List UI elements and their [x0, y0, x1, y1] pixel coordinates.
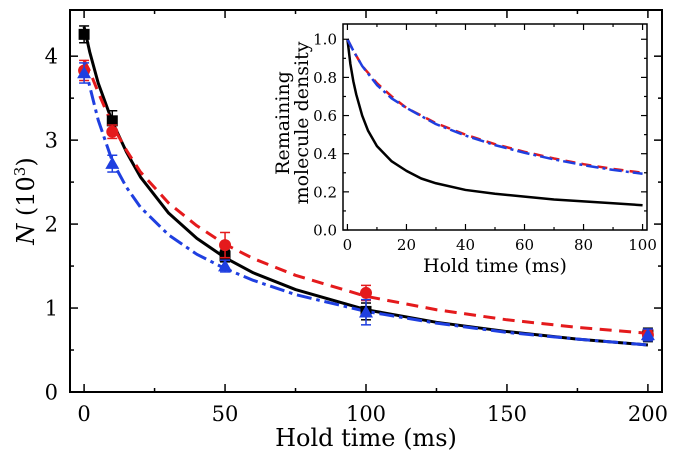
y-tick-label: 0.8 — [313, 69, 337, 87]
x-tick-label: 200 — [628, 402, 668, 426]
inset-x-axis-label: Hold time (ms) — [423, 255, 567, 277]
data-point — [78, 28, 90, 40]
inset-curve-0 — [346, 39, 643, 207]
data-point — [218, 259, 233, 272]
x-tick-label: 0 — [343, 236, 353, 254]
inset-curve-2 — [346, 38, 643, 175]
y-axis-label: N (103) — [11, 157, 40, 245]
x-tick-label: 80 — [574, 236, 593, 254]
x-tick-label: 20 — [397, 236, 416, 254]
y-tick-label: 0 — [45, 381, 58, 405]
y-axis-label-close: ) — [12, 157, 40, 166]
x-axis-label: Hold time (ms) — [275, 424, 457, 452]
inset-y-axis-label-line1: Remaining — [272, 71, 294, 175]
y-tick-label: 0.0 — [313, 221, 337, 239]
inset-background — [343, 24, 647, 230]
x-tick-label: 40 — [456, 236, 475, 254]
data-point — [640, 327, 655, 341]
data-point — [105, 156, 120, 169]
x-tick-label: 50 — [212, 402, 239, 426]
x-tick-label: 100 — [346, 402, 386, 426]
fit-curve-1 — [82, 59, 649, 335]
data-point — [106, 115, 118, 127]
x-tick-label: 150 — [487, 402, 527, 426]
y-tick-label: 1.0 — [313, 31, 337, 49]
data-point — [77, 65, 92, 79]
y-tick-label: 3 — [45, 129, 58, 153]
inset-plot: 0 20 40 60 80 100 0.0 0.2 0.4 0.6 0.8 1.0 Hold time … — [272, 23, 657, 277]
inset-y-axis-label-line2: molecule density — [291, 41, 313, 204]
data-point — [219, 239, 232, 252]
fit-curve-2 — [82, 62, 649, 347]
x-tick-label: 60 — [515, 236, 534, 254]
data-series-2 — [77, 62, 655, 342]
x-tick-label: 100 — [628, 236, 657, 254]
y-tick-label: 0.2 — [313, 183, 337, 201]
y-axis-label-exponent: 3 — [11, 167, 29, 177]
data-point — [359, 305, 373, 318]
y-tick-label: 4 — [45, 45, 58, 69]
data-point — [360, 286, 372, 299]
y-tick-label: 0.4 — [313, 145, 337, 163]
data-point — [106, 125, 119, 138]
y-axis-label-unit: (10 — [12, 176, 40, 216]
y-tick-label: 1 — [45, 297, 58, 321]
y-tick-label: 0.6 — [313, 107, 337, 125]
y-axis-label-symbol: N — [12, 216, 40, 246]
y-tick-label: 2 — [45, 213, 58, 237]
x-tick-label: 0 — [77, 402, 90, 426]
